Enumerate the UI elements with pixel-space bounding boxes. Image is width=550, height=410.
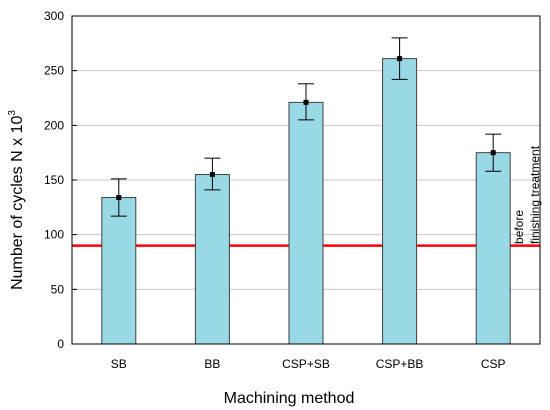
bars xyxy=(101,58,511,345)
x-tick-label: CSP+SB xyxy=(282,357,330,371)
plot-frame xyxy=(71,15,541,345)
y-axis-title-superscript: 3 xyxy=(7,110,18,116)
bar xyxy=(194,174,230,345)
mean-marker xyxy=(397,56,403,62)
bar xyxy=(288,101,324,345)
x-tick-labels: SB BB CSP+SB CSP+BB CSP xyxy=(111,357,506,371)
y-tick-label: 200 xyxy=(44,118,64,132)
x-tick-label: CSP xyxy=(481,357,506,371)
y-axis-title-main: Number of cycles N x 10 xyxy=(9,116,26,290)
mean-marker xyxy=(303,99,309,105)
y-tick-label: 50 xyxy=(51,282,65,296)
reference-label: before finishing treatment xyxy=(512,145,542,244)
mean-marker xyxy=(116,194,122,200)
y-tick-labels: 0 50 100 150 200 250 300 xyxy=(44,9,64,351)
reference-label-line2: finishing treatment xyxy=(528,145,542,244)
reference-label-line1: before xyxy=(512,210,526,244)
x-axis-title: Machining method xyxy=(224,390,355,407)
y-tick-label: 100 xyxy=(44,228,64,242)
x-tick-label: BB xyxy=(204,357,220,371)
mean-marker xyxy=(209,172,215,178)
mean-marker xyxy=(490,150,496,156)
y-tick-label: 0 xyxy=(57,337,64,351)
y-tick-label: 300 xyxy=(44,9,64,23)
y-tick-label: 250 xyxy=(44,64,64,78)
y-tick-label: 150 xyxy=(44,173,64,187)
x-tick-label: SB xyxy=(111,357,127,371)
x-tick-label: CSP+BB xyxy=(376,357,424,371)
y-axis-title: Number of cycles N x 103 xyxy=(7,110,26,290)
bar xyxy=(101,196,137,345)
bar xyxy=(382,58,418,345)
error-bars xyxy=(110,37,502,217)
bar xyxy=(475,152,511,345)
